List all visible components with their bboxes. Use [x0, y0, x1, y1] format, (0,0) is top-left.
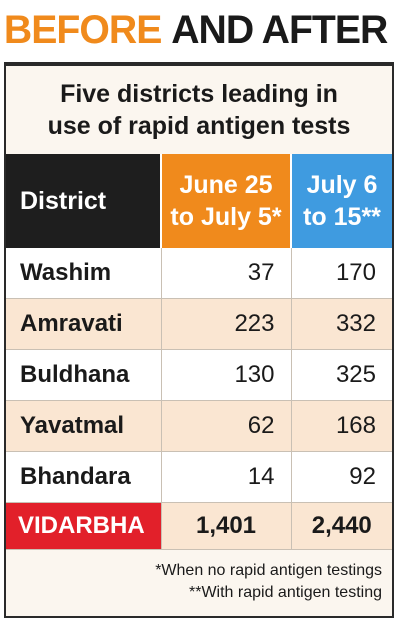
subtitle-line-1: Five districts leading in: [60, 80, 338, 108]
data-table: District June 25 to July 5* July 6 to 15…: [6, 154, 392, 550]
row-district: Bhandara: [6, 451, 161, 503]
row-before-value: 37: [160, 248, 291, 299]
row-after-value: 168: [290, 400, 392, 452]
total-before-value: 1,401: [160, 502, 291, 550]
table-row: Buldhana 130 325: [6, 349, 392, 401]
total-row: VIDARBHA 1,401 2,440: [6, 502, 392, 550]
row-after-value: 92: [290, 451, 392, 503]
footnotes: *When no rapid antigen testings **With r…: [6, 550, 392, 604]
header-june-period: June 25 to July 5*: [160, 154, 291, 248]
row-before-value: 223: [160, 298, 291, 350]
total-label: VIDARBHA: [6, 502, 161, 550]
row-district: Amravati: [6, 298, 161, 350]
row-after-value: 332: [290, 298, 392, 350]
header-july-line-2: to 15**: [303, 203, 381, 231]
subtitle-line-2: use of rapid antigen tests: [47, 112, 351, 140]
row-district: Yavatmal: [6, 400, 161, 452]
headline-and-after: AND AFTER: [171, 7, 388, 52]
header-district: District: [6, 154, 161, 248]
total-after-value: 2,440: [290, 502, 392, 550]
header-june-line-2: to July 5*: [170, 203, 282, 231]
headline-before: BEFORE: [3, 7, 162, 52]
table-row: Bhandara 14 92: [6, 451, 392, 503]
subtitle: Five districts leading in use of rapid a…: [6, 66, 392, 154]
footnote-1: *When no rapid antigen testings: [155, 562, 382, 579]
row-district: Washim: [6, 248, 161, 299]
headline: BEFORE AND AFTER: [0, 0, 392, 60]
table-row: Amravati 223 332: [6, 298, 392, 350]
row-district: Buldhana: [6, 349, 161, 401]
table-box: Five districts leading in use of rapid a…: [4, 62, 394, 618]
header-row: District June 25 to July 5* July 6 to 15…: [6, 154, 392, 248]
row-after-value: 325: [290, 349, 392, 401]
table-row: Yavatmal 62 168: [6, 400, 392, 452]
row-before-value: 130: [160, 349, 291, 401]
row-before-value: 14: [160, 451, 291, 503]
header-july-period: July 6 to 15**: [290, 154, 392, 248]
table-row: Washim 37 170: [6, 248, 392, 299]
row-before-value: 62: [160, 400, 291, 452]
header-july-line-1: July 6: [306, 171, 378, 199]
row-after-value: 170: [290, 248, 392, 299]
header-june-line-1: June 25: [179, 171, 273, 199]
footnote-2: **With rapid antigen testing: [189, 584, 382, 601]
